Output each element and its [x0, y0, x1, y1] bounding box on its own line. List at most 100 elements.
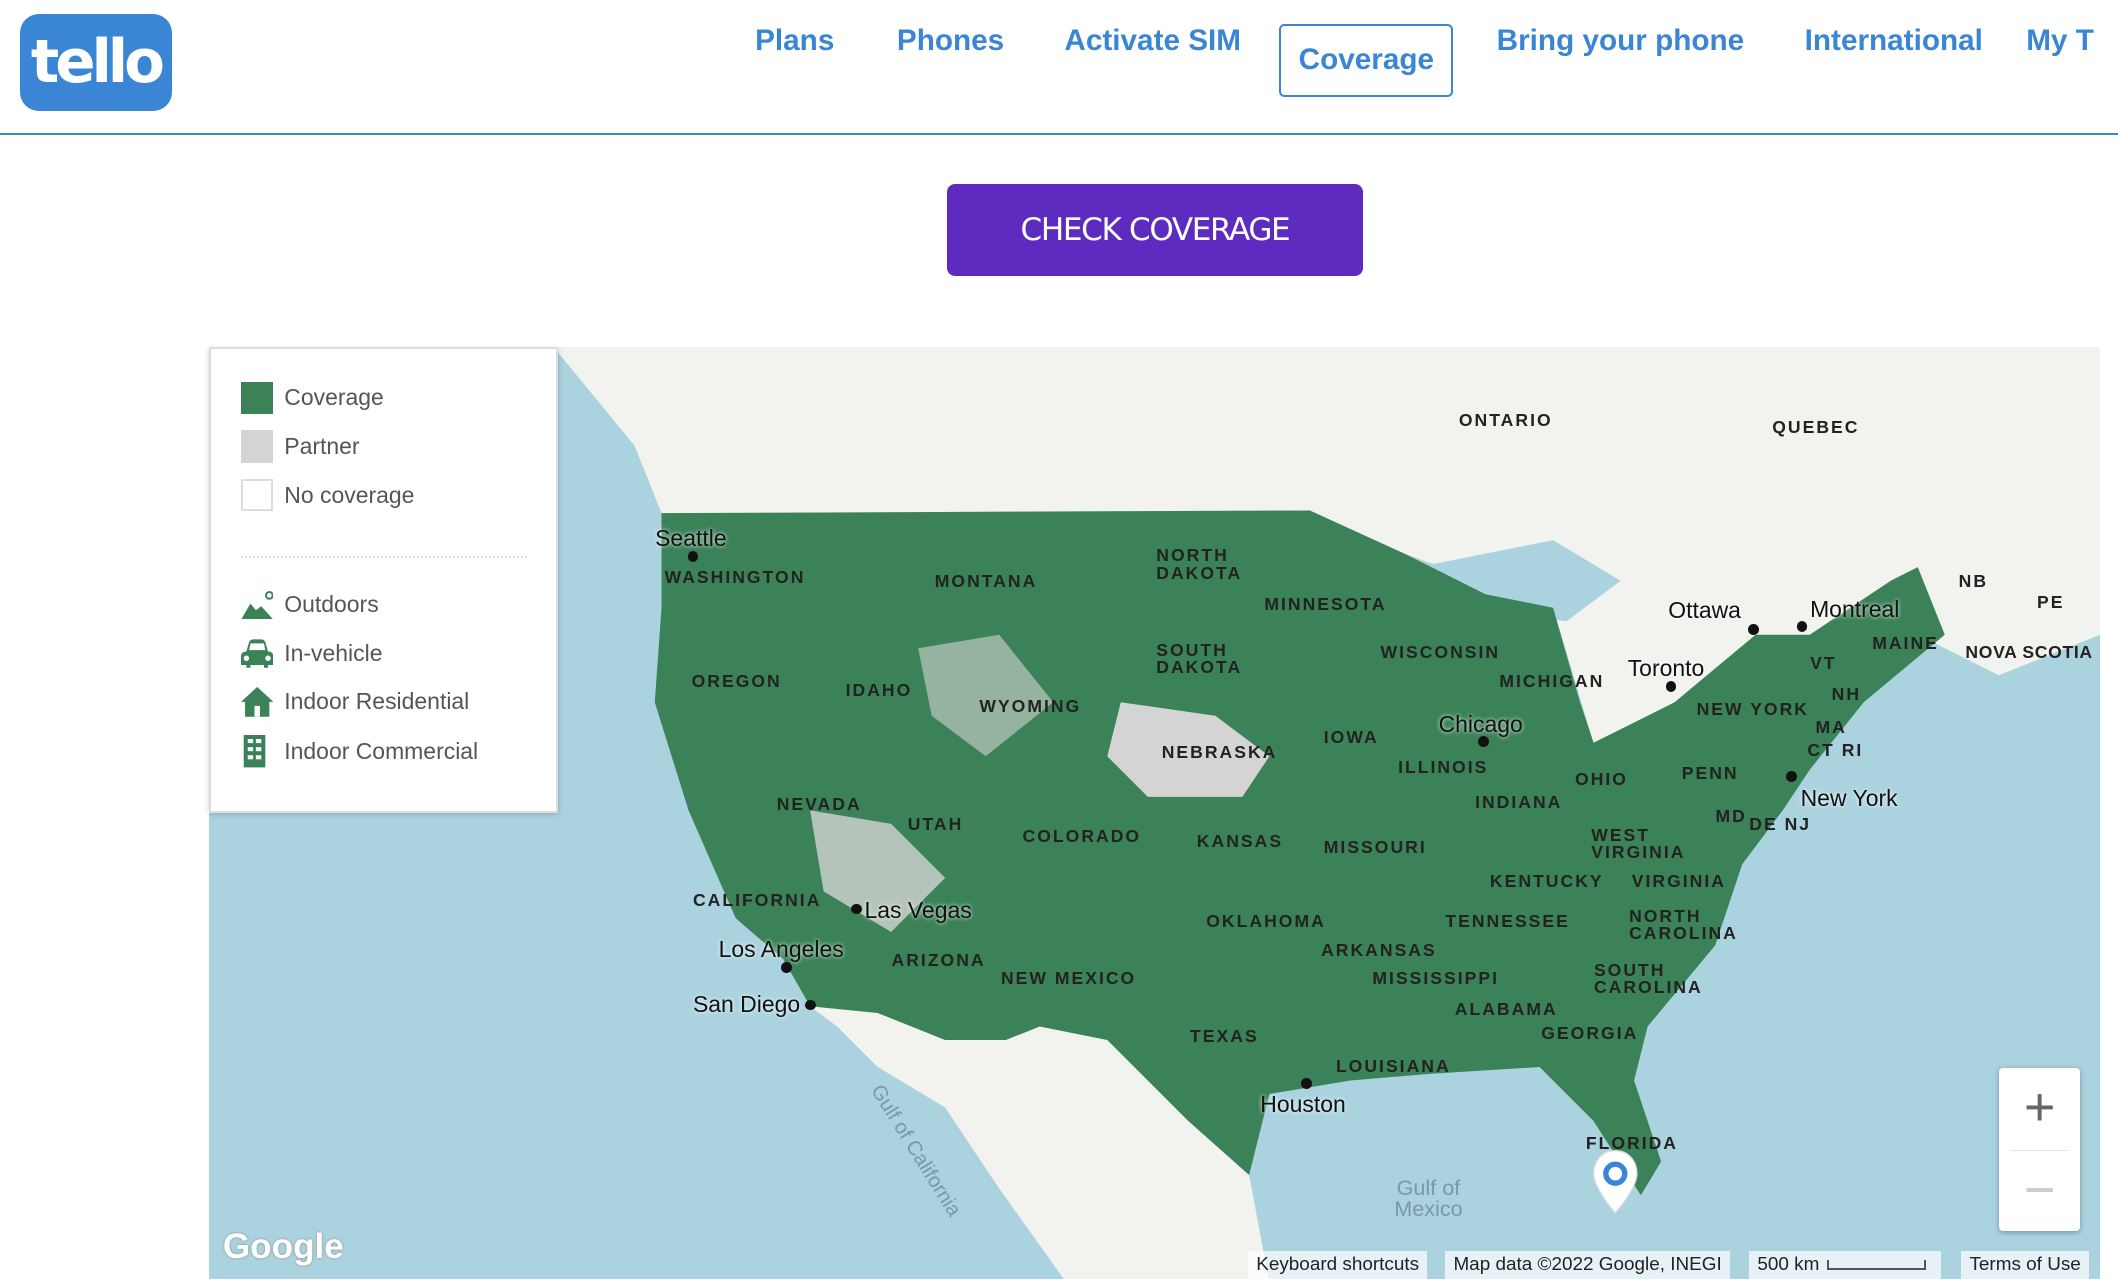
legend-label: Indoor Commercial — [284, 738, 479, 765]
city-dot — [1300, 1077, 1312, 1089]
region-label: WASHINGTON — [664, 566, 806, 587]
region-label: ARIZONA — [891, 950, 986, 971]
legend-label: Indoor Residential — [284, 688, 470, 715]
zoom-control: + − — [1999, 1068, 2081, 1231]
region-label: TEXAS — [1190, 1025, 1259, 1046]
region-label: OKLAHOMA — [1206, 911, 1326, 932]
region-label: MINNESOTA — [1264, 593, 1387, 614]
region-label: UTAH — [907, 813, 964, 834]
region-label: OREGON — [691, 670, 782, 691]
legend-label: Partner — [284, 432, 360, 459]
zoom-out-button[interactable]: − — [2023, 1159, 2056, 1220]
keyboard-shortcuts-link[interactable]: Keyboard shortcuts — [1248, 1250, 1428, 1280]
partner-swatch — [241, 430, 274, 463]
nav-phones[interactable]: Phones — [896, 24, 1005, 58]
city-dot — [1665, 680, 1677, 692]
region-label: COLORADO — [1022, 826, 1142, 847]
terms-of-use-link[interactable]: Terms of Use — [1961, 1250, 2089, 1280]
tello-logo[interactable]: tello — [20, 13, 172, 111]
building-icon — [243, 735, 266, 768]
region-label: NEW MEXICO — [1000, 967, 1137, 988]
nav-international[interactable]: International — [1804, 24, 1983, 58]
region-label: VT — [1810, 653, 1837, 674]
city-label[interactable]: Los Angeles — [718, 936, 844, 963]
legend-label: Outdoors — [284, 590, 379, 617]
region-label: CT RI — [1807, 739, 1864, 760]
region-label: NOVA SCOTIA — [1965, 642, 2093, 663]
region-label: NORTH DAKOTA — [1156, 545, 1243, 583]
city-label[interactable]: San Diego — [692, 991, 801, 1018]
region-label: WEST VIRGINIA — [1591, 824, 1686, 863]
check-coverage-button[interactable]: CHECK COVERAGE — [946, 183, 1363, 276]
region-label: DE NJ — [1749, 813, 1812, 834]
city-label[interactable]: Houston — [1260, 1091, 1346, 1118]
region-label: FLORIDA — [1585, 1132, 1678, 1153]
legend-label: No coverage — [284, 481, 415, 508]
region-label: NB — [1958, 570, 1989, 591]
city-dot — [780, 961, 792, 973]
nav-activate-sim[interactable]: Activate SIM — [1064, 24, 1242, 58]
map-scale[interactable]: 500 km — [1749, 1250, 1942, 1280]
partner-nebraska — [1107, 702, 1270, 797]
city-dot — [1785, 771, 1797, 783]
region-label: OHIO — [1575, 769, 1628, 790]
region-label: NH — [1831, 684, 1862, 705]
region-label: MISSOURI — [1323, 836, 1427, 857]
region-label: NEBRASKA — [1161, 742, 1278, 763]
city-dot — [851, 903, 862, 915]
water-label: Gulf of California — [866, 1080, 965, 1221]
no-coverage-swatch — [241, 478, 274, 512]
nav-my-tello[interactable]: My T — [2026, 24, 2094, 58]
region-label: QUEBEC — [1772, 416, 1860, 437]
region-label: ONTARIO — [1458, 409, 1553, 430]
nav-bring-your-phone[interactable]: Bring your phone — [1496, 24, 1745, 58]
map-data-attribution: Map data ©2022 Google, INEGI — [1445, 1250, 1730, 1280]
partner-nevada — [810, 810, 946, 933]
nav-coverage[interactable]: Coverage — [1279, 24, 1454, 98]
city-label[interactable]: Montreal — [1810, 595, 1900, 622]
partner-idaho — [918, 634, 1054, 757]
zoom-in-button[interactable]: + — [2009, 1068, 2070, 1151]
city-label[interactable]: Chicago — [1438, 710, 1523, 737]
city-label[interactable]: Toronto — [1627, 655, 1705, 682]
region-label: NEVADA — [776, 793, 862, 814]
scale-bar — [1827, 1259, 1927, 1270]
region-label: ALABAMA — [1454, 998, 1558, 1019]
car-icon — [241, 639, 274, 668]
legend-label: In-vehicle — [284, 639, 383, 666]
region-label: MA — [1815, 716, 1847, 737]
region-label: NORTH CAROLINA — [1629, 905, 1738, 944]
region-label: NEW YORK — [1696, 699, 1809, 720]
legend-indoor-commercial: Indoor Commercial — [241, 735, 479, 768]
region-label: WYOMING — [979, 696, 1082, 717]
region-label: PE — [2037, 592, 2065, 613]
region-label: IDAHO — [845, 680, 913, 701]
region-label: MD — [1715, 805, 1747, 826]
region-label: TENNESSEE — [1445, 911, 1570, 932]
region-label: GEORGIA — [1541, 1023, 1639, 1044]
region-label: ILLINOIS — [1398, 757, 1489, 778]
city-label[interactable]: Ottawa — [1668, 597, 1741, 624]
region-label: SOUTH CAROLINA — [1593, 959, 1703, 998]
region-label: MONTANA — [934, 570, 1038, 591]
nav-plans[interactable]: Plans — [755, 24, 835, 58]
location-pin-icon[interactable] — [1591, 1148, 1640, 1216]
legend-outdoors: Outdoors — [241, 590, 379, 620]
house-icon — [241, 686, 274, 717]
map-legend: Coverage Partner No coverage Outdoors In… — [209, 347, 558, 814]
legend-divider — [241, 555, 528, 559]
region-label: WISCONSIN — [1380, 642, 1501, 663]
scale-label: 500 km — [1757, 1253, 1820, 1275]
city-dot — [1796, 621, 1808, 633]
city-dot — [1477, 736, 1489, 747]
region-label: KANSAS — [1196, 831, 1284, 852]
city-label[interactable]: New York — [1800, 784, 1898, 811]
site-header: tello Plans Phones Activate SIM Coverage… — [0, 0, 2118, 136]
city-label[interactable]: Las Vegas — [864, 896, 972, 923]
region-label: CALIFORNIA — [692, 889, 822, 910]
region-label: MAINE — [1872, 632, 1939, 653]
city-dot — [1747, 624, 1759, 635]
canada-land — [553, 347, 2101, 743]
city-label[interactable]: Seattle — [655, 525, 727, 552]
city-dot — [687, 551, 699, 562]
